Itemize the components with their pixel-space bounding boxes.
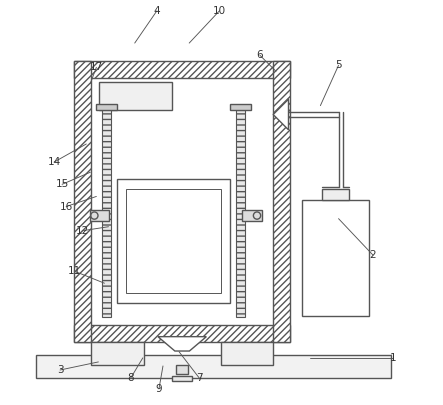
Bar	[102, 111, 111, 317]
Bar	[91, 78, 273, 325]
Bar	[176, 365, 188, 374]
Text: 15: 15	[55, 179, 69, 189]
Bar	[172, 376, 192, 381]
Text: 8: 8	[128, 373, 134, 383]
Text: 10: 10	[213, 6, 226, 16]
Text: 5: 5	[335, 60, 342, 70]
Bar	[229, 104, 251, 111]
Bar	[36, 355, 391, 378]
Bar	[273, 61, 290, 342]
Bar	[91, 342, 144, 365]
Bar	[74, 61, 91, 342]
Bar	[97, 104, 117, 111]
Bar	[126, 190, 221, 292]
Text: 11: 11	[67, 266, 81, 276]
Text: 17: 17	[90, 62, 103, 72]
Text: 6: 6	[256, 50, 263, 60]
Text: 16: 16	[59, 202, 73, 211]
Text: 3: 3	[57, 365, 63, 375]
Bar	[323, 189, 349, 200]
Bar	[221, 342, 273, 365]
Bar	[74, 325, 290, 342]
Text: 7: 7	[196, 373, 202, 383]
Bar	[117, 179, 229, 303]
Bar	[242, 210, 262, 221]
Polygon shape	[273, 99, 288, 130]
Bar	[89, 210, 109, 221]
Text: 9: 9	[155, 384, 162, 394]
Bar	[302, 200, 369, 315]
Text: 2: 2	[369, 250, 376, 260]
Polygon shape	[158, 337, 206, 351]
Bar	[74, 61, 290, 78]
Bar	[99, 82, 172, 111]
Text: 14: 14	[47, 157, 61, 167]
Text: 4: 4	[154, 6, 160, 16]
Text: 12: 12	[76, 226, 89, 236]
Bar	[236, 111, 245, 317]
Text: 1: 1	[390, 353, 396, 363]
